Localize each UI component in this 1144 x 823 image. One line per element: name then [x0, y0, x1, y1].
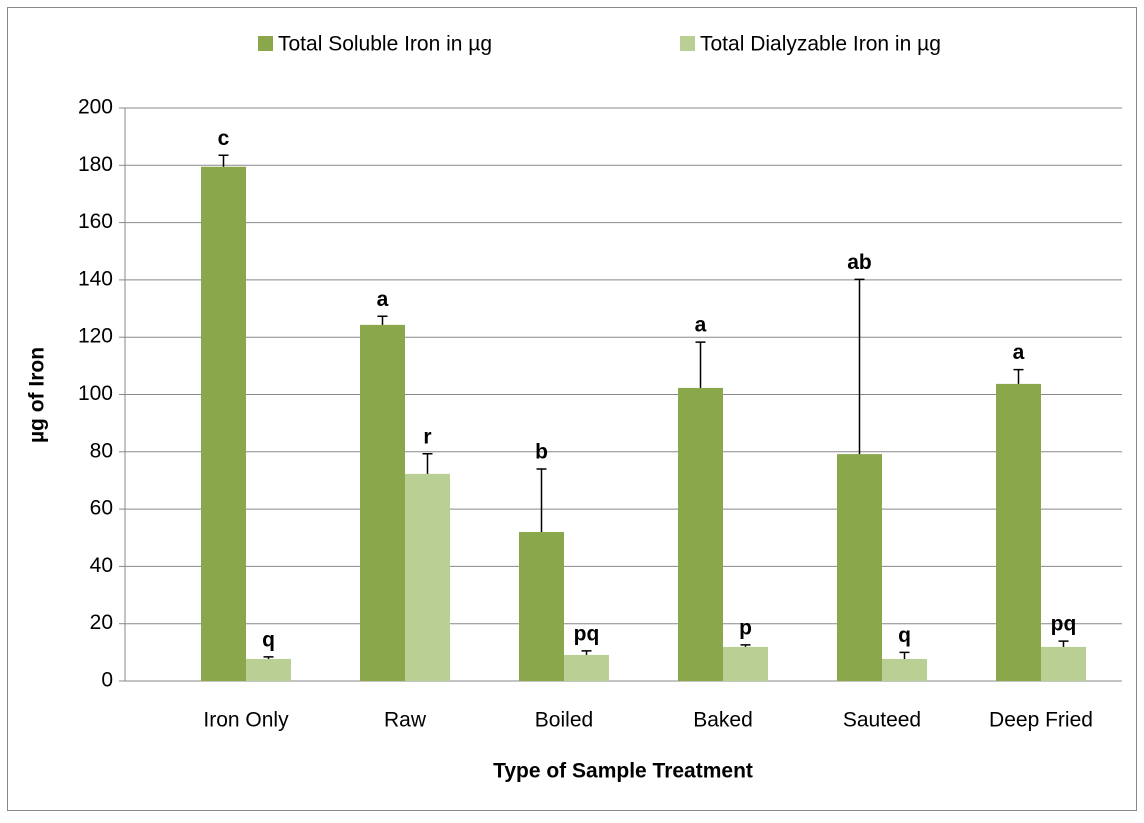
- error-bar: [377, 315, 388, 325]
- data-annotation: a: [1013, 341, 1025, 364]
- data-annotation: ab: [847, 251, 872, 274]
- x-tick-label: Raw: [384, 709, 427, 732]
- bar: [360, 324, 405, 681]
- error-bar: [854, 278, 865, 455]
- data-annotation: pq: [574, 622, 600, 645]
- bar: [723, 646, 768, 681]
- legend-swatch: [258, 36, 273, 51]
- bar: [246, 658, 291, 681]
- data-annotation: a: [695, 314, 707, 337]
- error-bar: [695, 341, 706, 388]
- y-tick-label: 80: [90, 439, 113, 462]
- legend-label: Total Dialyzable Iron in µg: [700, 33, 941, 56]
- x-axis-title: Type of Sample Treatment: [493, 760, 753, 783]
- bar: [201, 166, 246, 682]
- bar: [837, 454, 882, 681]
- error-bar: [899, 651, 910, 659]
- bar: [519, 532, 564, 681]
- y-axis-title: µg of Iron: [26, 347, 49, 443]
- y-tick-label: 140: [78, 267, 113, 290]
- bar: [405, 473, 450, 681]
- legend-swatch: [680, 36, 695, 51]
- data-annotation: b: [535, 441, 548, 464]
- x-tick-label: Deep Fried: [989, 709, 1093, 732]
- bar: [564, 654, 609, 681]
- data-annotation: q: [898, 624, 911, 647]
- error-bar: [218, 154, 229, 167]
- y-tick-label: 180: [78, 153, 113, 176]
- error-bar: [1058, 640, 1069, 647]
- bar: [996, 383, 1041, 681]
- error-bar: [263, 656, 274, 659]
- bar: [1041, 646, 1086, 681]
- y-tick-label: 60: [90, 497, 113, 520]
- y-tick-label: 120: [78, 325, 113, 348]
- data-annotation: p: [739, 616, 752, 639]
- data-annotation: r: [423, 425, 431, 448]
- y-tick-label: 200: [78, 96, 113, 119]
- data-annotation: a: [377, 288, 389, 311]
- data-annotation: pq: [1051, 613, 1077, 636]
- data-annotation: c: [218, 127, 230, 150]
- y-tick-label: 20: [90, 611, 113, 634]
- y-tick-label: 100: [78, 382, 113, 405]
- error-bar: [536, 468, 547, 533]
- error-bar: [581, 650, 592, 655]
- legend-label: Total Soluble Iron in µg: [278, 33, 492, 56]
- error-bar: [422, 453, 433, 474]
- y-tick-label: 160: [78, 210, 113, 233]
- x-tick-label: Baked: [693, 709, 753, 732]
- x-tick-label: Sauteed: [843, 709, 921, 732]
- error-bar: [740, 644, 751, 647]
- y-tick-label: 0: [101, 669, 113, 692]
- x-tick-label: Iron Only: [203, 709, 289, 732]
- error-bar: [1013, 368, 1024, 384]
- y-tick-label: 40: [90, 554, 113, 577]
- x-tick-label: Boiled: [535, 709, 593, 732]
- bar: [678, 387, 723, 681]
- bar: [882, 658, 927, 681]
- chart-border: [7, 7, 1137, 811]
- data-annotation: q: [262, 628, 275, 651]
